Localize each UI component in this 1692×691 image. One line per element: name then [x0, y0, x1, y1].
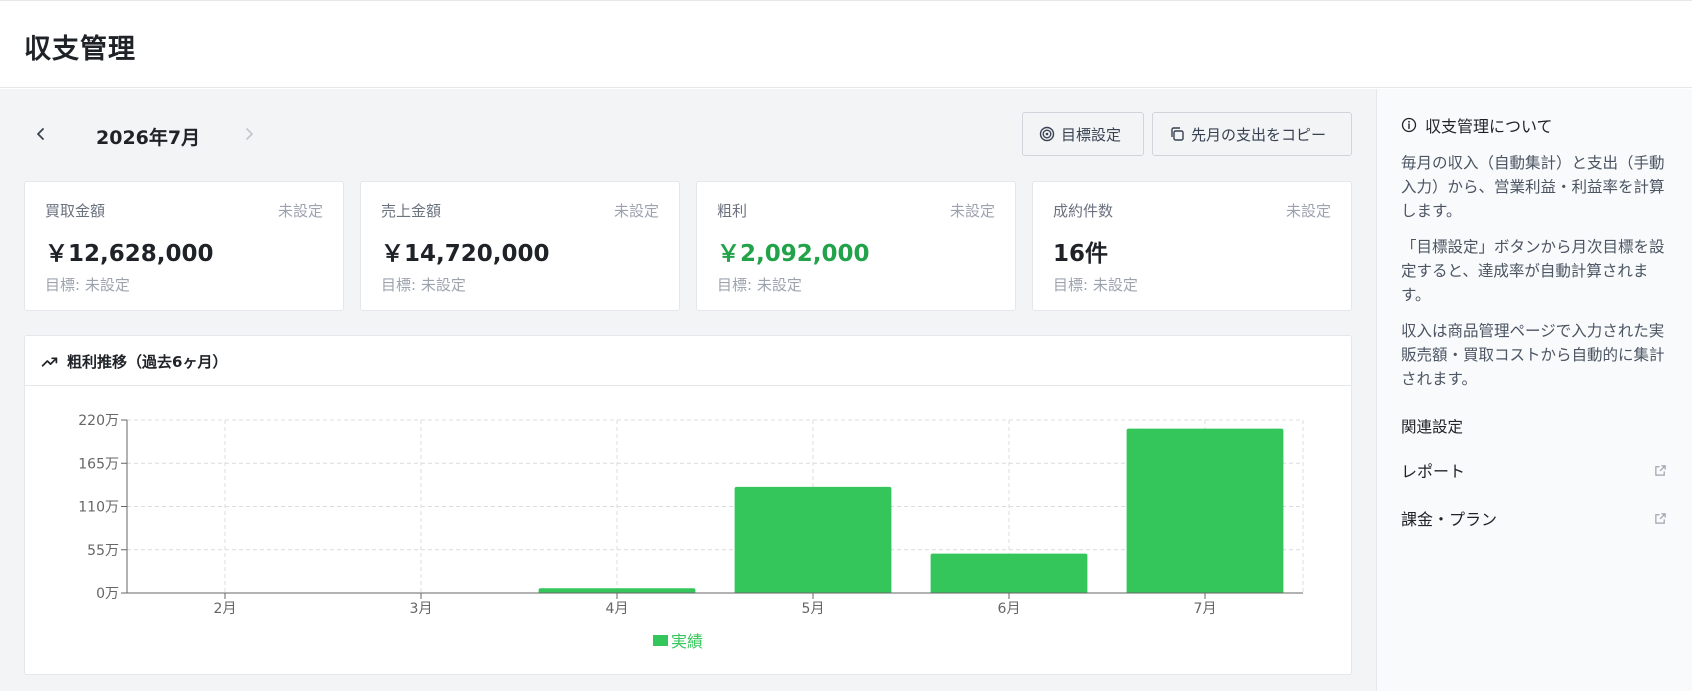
card-label: 売上金額	[381, 202, 442, 220]
gross-profit-bar-chart: 0万 55万 110万 165万 220万 2月 3月 4月 5月 6月 7月	[78, 413, 1304, 617]
copy-icon	[1171, 127, 1184, 141]
card-status: 未設定	[949, 202, 995, 220]
card-value: ￥2,092,000	[717, 241, 870, 267]
next-month-button[interactable]	[232, 117, 266, 151]
card-target: 目標: 未設定	[717, 276, 802, 294]
top-border	[0, 0, 1692, 1]
y-tick-label: 110万	[78, 500, 119, 516]
about-paragraph: 毎月の収入（自動集計）と支出（手動入力）から、営業利益・利益率を計算します。	[1401, 154, 1665, 220]
y-tick-label: 165万	[78, 456, 119, 472]
x-tick-label: 2月	[214, 601, 237, 617]
chevron-left-icon	[37, 128, 44, 140]
trending-up-icon	[41, 357, 58, 367]
current-month: 2026年7月	[96, 127, 201, 149]
bar-5月	[734, 486, 892, 593]
info-sidebar: 収支管理について 毎月の収入（自動集計）と支出（手動入力）から、営業利益・利益率…	[1376, 89, 1692, 691]
card-value: 16件	[1053, 241, 1109, 267]
copy-last-month-button[interactable]: 先月の支出をコピー	[1152, 112, 1352, 156]
about-paragraph: 収入は商品管理ページで入力された実販売額・買取コストから自動的に集計されます。	[1401, 322, 1665, 388]
report-link-label: レポート	[1401, 462, 1466, 481]
sales-amount-card: 売上金額 未設定 ￥14,720,000 目標: 未設定	[360, 181, 680, 311]
card-target: 目標: 未設定	[45, 276, 130, 294]
main-content: 2026年7月 目標設定 先月の支出をコピー 買取金額 未設定 ￥12,628,…	[0, 89, 1376, 691]
billing-plan-link[interactable]: 課金・プラン	[1389, 498, 1679, 538]
report-link[interactable]: レポート	[1389, 450, 1679, 490]
external-link-icon	[1655, 464, 1666, 476]
deal-count-card: 成約件数 未設定 16件 目標: 未設定	[1032, 181, 1352, 311]
chart-legend[interactable]: 実績	[653, 628, 703, 652]
month-navigator: 2026年7月	[24, 111, 274, 157]
page-header: 収支管理	[0, 1, 1692, 88]
card-target: 目標: 未設定	[381, 276, 466, 294]
prev-month-button[interactable]	[24, 117, 58, 151]
gross-profit-card: 粗利 未設定 ￥2,092,000 目標: 未設定	[696, 181, 1016, 311]
chart-header: 粗利推移（過去6ヶ月）	[25, 336, 1351, 386]
legend-swatch	[653, 634, 668, 646]
goal-setting-button[interactable]: 目標設定	[1022, 112, 1144, 156]
bar-6月	[930, 553, 1088, 593]
card-status: 未設定	[613, 202, 659, 220]
purchase-amount-card: 買取金額 未設定 ￥12,628,000 目標: 未設定	[24, 181, 344, 311]
y-tick-label: 220万	[78, 413, 119, 429]
x-tick-label: 6月	[998, 601, 1021, 617]
card-value: ￥14,720,000	[381, 241, 550, 267]
chevron-right-icon	[246, 128, 253, 140]
card-value: ￥12,628,000	[45, 241, 214, 267]
x-tick-label: 7月	[1194, 601, 1217, 617]
x-tick-label: 5月	[802, 601, 825, 617]
external-link-icon	[1655, 512, 1666, 524]
card-status: 未設定	[1285, 202, 1331, 220]
info-icon	[1401, 117, 1417, 133]
y-tick-label: 0万	[96, 586, 119, 602]
card-label: 買取金額	[45, 202, 106, 220]
gross-profit-trend-panel: 粗利推移（過去6ヶ月） 0万 55万 110万 165万 220万 2月 3月 4月 5月 6月 7…	[24, 335, 1352, 675]
copy-last-month-label: 先月の支出をコピー	[1191, 125, 1327, 144]
billing-plan-link-label: 課金・プラン	[1401, 510, 1498, 529]
chart-title: 粗利推移（過去6ヶ月）	[67, 353, 228, 371]
card-label: 成約件数	[1053, 202, 1114, 220]
page-title: 収支管理	[24, 34, 136, 65]
related-settings-heading: 関連設定	[1401, 418, 1464, 436]
card-label: 粗利	[717, 202, 748, 220]
x-tick-label: 3月	[410, 601, 433, 617]
y-tick-label: 55万	[87, 543, 119, 559]
about-heading: 収支管理について	[1401, 113, 1553, 137]
legend-label: 実績	[671, 632, 704, 651]
bar-7月	[1126, 428, 1284, 593]
goal-setting-label: 目標設定	[1061, 125, 1122, 144]
x-tick-label: 4月	[606, 601, 629, 617]
bar-4月	[538, 588, 696, 593]
about-title: 収支管理について	[1425, 117, 1553, 136]
card-status: 未設定	[277, 202, 323, 220]
card-target: 目標: 未設定	[1053, 276, 1138, 294]
about-paragraph: 「目標設定」ボタンから月次目標を設定すると、達成率が自動計算されます。	[1401, 238, 1665, 304]
target-icon	[1039, 126, 1055, 142]
